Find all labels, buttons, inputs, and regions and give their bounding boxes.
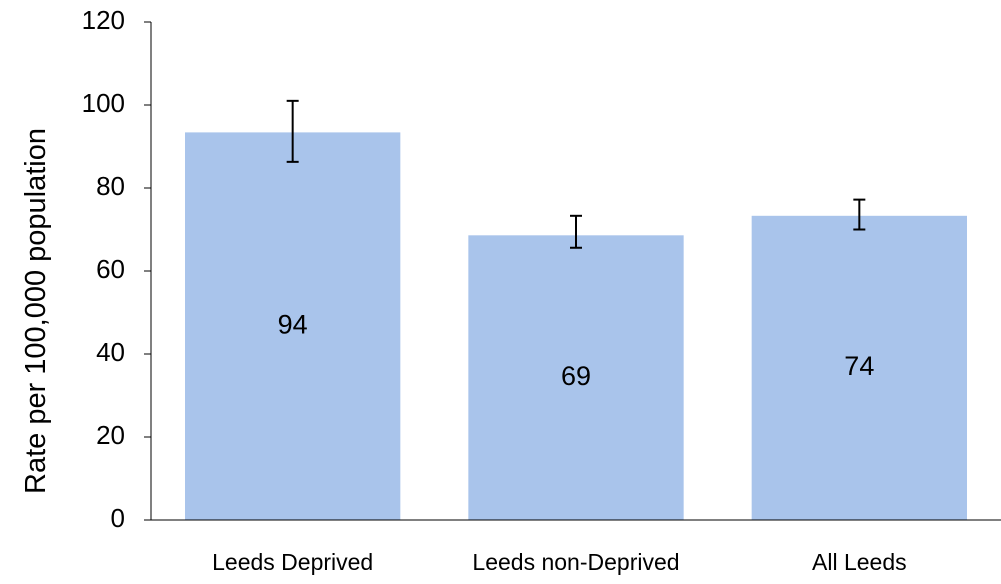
y-tick-label-4: 80 [96, 171, 125, 201]
y-tick-label-5: 100 [82, 88, 125, 118]
bar-2 [751, 215, 967, 520]
y-axis: 0 20 40 60 80 100 120 [82, 5, 152, 533]
data-label-0: 94 [278, 309, 308, 339]
x-tick-label-2: All Leeds [812, 549, 907, 575]
y-tick-label-2: 40 [96, 337, 125, 367]
x-axis: Leeds Deprived Leeds non-Deprived All Leed… [151, 519, 1001, 575]
y-tick-label-0: 0 [111, 503, 125, 533]
bars-group: 94 69 74 [185, 99, 967, 520]
y-axis-title: Rate per 100,000 population [20, 128, 52, 494]
bar-0 [185, 132, 401, 520]
y-tick-label-3: 60 [96, 254, 125, 284]
y-tick-label-1: 20 [96, 420, 125, 450]
bar-1 [468, 235, 684, 520]
x-tick-label-1: Leeds non-Deprived [472, 549, 679, 575]
y-tick-label-6: 120 [82, 5, 125, 35]
data-label-1: 69 [561, 361, 591, 391]
x-tick-label-0: Leeds Deprived [212, 549, 373, 575]
data-label-2: 74 [844, 351, 874, 381]
